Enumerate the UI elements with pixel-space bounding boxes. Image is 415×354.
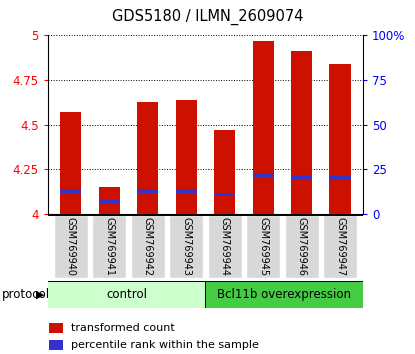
Bar	[176, 100, 197, 214]
Text: GSM769947: GSM769947	[335, 217, 345, 276]
FancyBboxPatch shape	[205, 281, 363, 308]
Bar	[60, 189, 81, 193]
Bar	[49, 340, 63, 350]
Bar	[291, 51, 312, 214]
Text: GDS5180 / ILMN_2609074: GDS5180 / ILMN_2609074	[112, 9, 303, 25]
Bar	[330, 176, 351, 181]
FancyBboxPatch shape	[54, 215, 88, 278]
Text: percentile rank within the sample: percentile rank within the sample	[71, 340, 259, 350]
Bar	[214, 193, 235, 196]
Bar	[99, 187, 120, 214]
FancyBboxPatch shape	[208, 215, 242, 278]
Text: GSM769943: GSM769943	[181, 217, 191, 276]
Bar	[253, 173, 274, 177]
Text: GSM769945: GSM769945	[258, 217, 268, 276]
FancyBboxPatch shape	[169, 215, 203, 278]
Bar	[214, 130, 235, 214]
Text: control: control	[106, 288, 147, 301]
Bar	[49, 323, 63, 333]
Text: GSM769944: GSM769944	[220, 217, 229, 276]
Text: GSM769942: GSM769942	[143, 217, 153, 276]
Bar	[330, 64, 351, 214]
Text: GSM769940: GSM769940	[66, 217, 76, 276]
Text: Bcl11b overexpression: Bcl11b overexpression	[217, 288, 351, 301]
FancyBboxPatch shape	[48, 281, 205, 308]
FancyBboxPatch shape	[285, 215, 318, 278]
Bar	[291, 175, 312, 179]
FancyBboxPatch shape	[246, 215, 280, 278]
Bar	[253, 41, 274, 214]
Text: GSM769946: GSM769946	[297, 217, 307, 276]
FancyBboxPatch shape	[131, 215, 165, 278]
Bar	[176, 189, 197, 193]
Text: protocol: protocol	[2, 288, 50, 301]
FancyBboxPatch shape	[323, 215, 357, 278]
Bar	[99, 200, 120, 204]
FancyBboxPatch shape	[93, 215, 126, 278]
Text: GSM769941: GSM769941	[104, 217, 114, 276]
Bar	[137, 189, 158, 193]
Text: transformed count: transformed count	[71, 323, 174, 333]
Text: ▶: ▶	[36, 290, 44, 299]
Bar	[137, 102, 158, 214]
Bar	[60, 112, 81, 214]
